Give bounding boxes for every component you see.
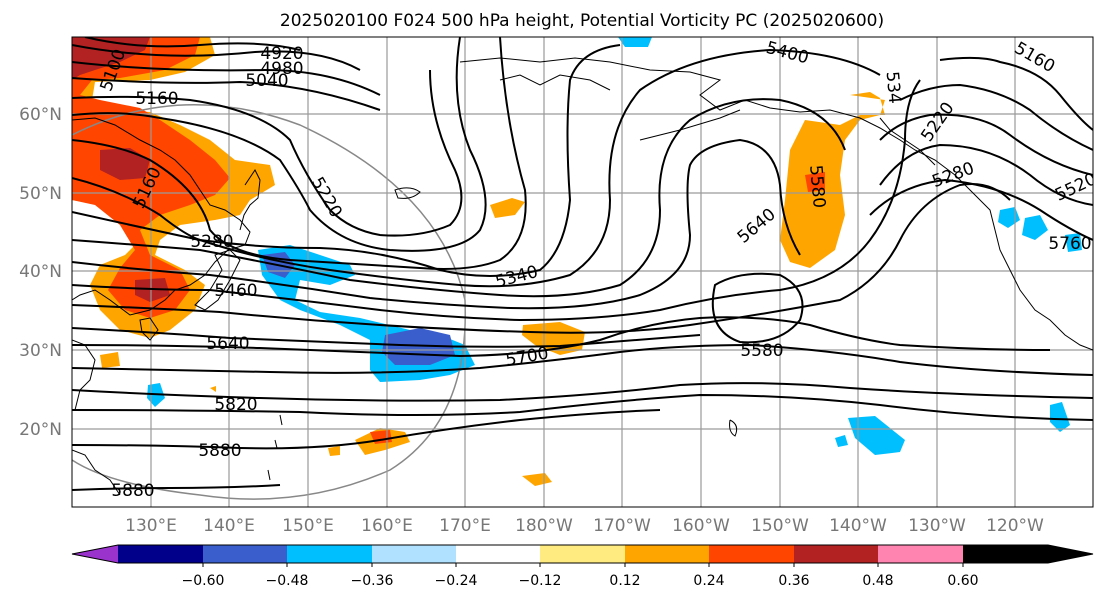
colorbar-tick-label: 0.60 bbox=[947, 573, 978, 589]
colorbar-tick-label: 0.24 bbox=[693, 573, 724, 589]
lon-label: 140°W bbox=[829, 516, 887, 536]
colorbar-bin bbox=[540, 545, 625, 563]
lon-label: 130°E bbox=[125, 516, 177, 536]
colorbar-bin bbox=[203, 545, 287, 563]
colorbar-tick-label: 0.36 bbox=[778, 573, 809, 589]
lat-label: 30°N bbox=[19, 341, 62, 361]
contour-label: 5040 bbox=[245, 71, 288, 91]
lon-label: 140°E bbox=[203, 516, 255, 536]
lon-label: 170°E bbox=[439, 516, 491, 536]
colorbar-tick-label: −0.60 bbox=[182, 573, 225, 589]
contour-label: 534 bbox=[882, 71, 905, 105]
graticule bbox=[72, 37, 1093, 507]
lon-label: 160°E bbox=[361, 516, 413, 536]
contour-label: 5160 bbox=[135, 89, 178, 109]
map-panel: 5100 4920 4980 5040 5160 5160 5220 5280 … bbox=[72, 37, 1093, 507]
lon-label: 130°W bbox=[908, 516, 966, 536]
map-frame bbox=[71, 36, 1094, 508]
lon-label: 120°W bbox=[986, 516, 1044, 536]
lon-label: 150°E bbox=[282, 516, 334, 536]
contour-label: 4980 bbox=[260, 59, 303, 79]
contour-label: 5280 bbox=[190, 232, 233, 252]
colorbar-bin bbox=[456, 545, 540, 563]
great-circle-arc bbox=[72, 104, 467, 500]
colorbar-tick-label: −0.12 bbox=[519, 573, 562, 589]
colorbar-bin bbox=[794, 545, 878, 563]
colorbar-bin bbox=[709, 545, 794, 563]
height-contours bbox=[72, 37, 1093, 491]
contour-label: 5460 bbox=[214, 281, 257, 301]
contour-label: 5580 bbox=[805, 164, 829, 209]
colorbar-bin bbox=[372, 545, 456, 563]
lat-label: 50°N bbox=[19, 184, 62, 204]
contour-label: 5880 bbox=[198, 441, 241, 461]
contour-label: 5640 bbox=[206, 334, 249, 354]
colorbar: −0.60 −0.48 −0.36 −0.24 −0.12 0.12 0.24 … bbox=[71, 544, 1094, 589]
contour-label: 5760 bbox=[1048, 234, 1091, 254]
colorbar-bin bbox=[878, 545, 963, 563]
contour-label: 5580 bbox=[740, 341, 783, 361]
colorbar-tick-label: 0.12 bbox=[609, 573, 640, 589]
lat-label: 40°N bbox=[19, 262, 62, 282]
colorbar-tick-label: 0.48 bbox=[862, 573, 893, 589]
lat-label: 20°N bbox=[19, 420, 62, 440]
colorbar-high-extend bbox=[963, 545, 1093, 563]
colorbar-tick-label: −0.36 bbox=[351, 573, 394, 589]
contour-label: 5820 bbox=[214, 395, 257, 415]
contour-label: 5880 bbox=[111, 481, 154, 501]
map-title: 2025020100 F024 500 hPa height, Potentia… bbox=[280, 11, 884, 31]
colorbar-tick-label: −0.48 bbox=[266, 573, 309, 589]
latitude-labels: 60°N 50°N 40°N 30°N 20°N bbox=[19, 105, 62, 440]
lat-label: 60°N bbox=[19, 105, 62, 125]
lon-label: 180°W bbox=[515, 516, 573, 536]
lon-label: 170°W bbox=[593, 516, 651, 536]
colorbar-low-extend bbox=[72, 545, 118, 563]
longitude-labels: 130°E 140°E 150°E 160°E 170°E 180°W 170°… bbox=[125, 516, 1044, 536]
colorbar-bin bbox=[118, 545, 203, 563]
coastlines bbox=[72, 57, 1093, 496]
contour-label: 4920 bbox=[260, 44, 303, 64]
lon-label: 160°W bbox=[672, 516, 730, 536]
colorbar-bin bbox=[625, 545, 709, 563]
colorbar-tick-label: −0.24 bbox=[435, 573, 478, 589]
colorbar-bin bbox=[287, 545, 372, 563]
lon-label: 150°W bbox=[751, 516, 809, 536]
